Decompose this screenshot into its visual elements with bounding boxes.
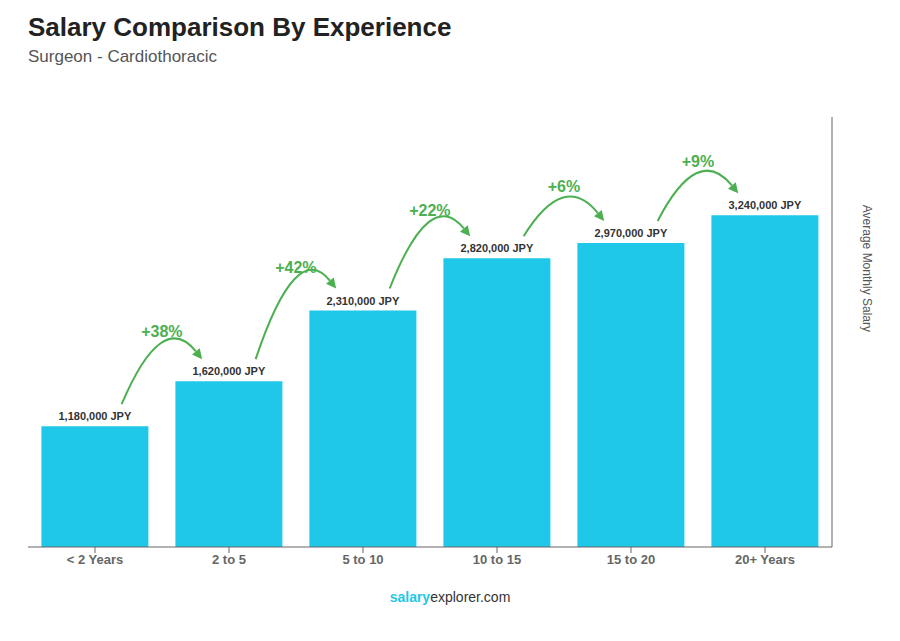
svg-text:1,180,000 JPY: 1,180,000 JPY (59, 410, 132, 422)
svg-text:+6%: +6% (548, 178, 580, 195)
svg-text:+9%: +9% (682, 153, 714, 170)
svg-text:+22%: +22% (409, 202, 450, 219)
svg-text:2,970,000 JPY: 2,970,000 JPY (595, 227, 668, 239)
svg-text:< 2 Years: < 2 Years (67, 552, 124, 567)
html-text:salary explorer.com: salary explorer.com (389, 589, 511, 605)
svg-text:15 to 20: 15 to 20 (607, 552, 655, 567)
svg-text:5 to 10: 5 to 10 (342, 552, 383, 567)
svg-text:+42%: +42% (275, 259, 316, 276)
svg-text:+38%: +38% (141, 323, 182, 340)
svg-text:3,240,000 JPY: 3,240,000 JPY (729, 199, 802, 211)
svg-text:2,310,000 JPY: 2,310,000 JPY (327, 295, 400, 307)
svg-text:2,820,000 JPY: 2,820,000 JPY (461, 242, 534, 254)
svg-text:1,620,000 JPY: 1,620,000 JPY (193, 365, 266, 377)
svg-text:10 to 15: 10 to 15 (473, 552, 521, 567)
svg-text:20+ Years: 20+ Years (735, 552, 795, 567)
svg-text:2 to 5: 2 to 5 (212, 552, 246, 567)
svg-text:Average Monthly Salary: Average Monthly Salary (860, 205, 874, 332)
html-text:Surgeon - Cardiothoracic: Surgeon - Cardiothoracic (28, 47, 217, 66)
html-text:Salary Comparison By Experienc: Salary Comparison By Experience (28, 12, 452, 42)
